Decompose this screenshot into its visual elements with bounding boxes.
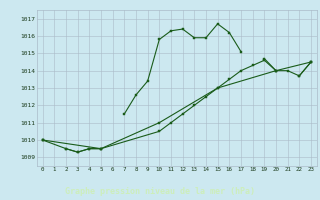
Text: Graphe pression niveau de la mer (hPa): Graphe pression niveau de la mer (hPa) <box>65 186 255 196</box>
